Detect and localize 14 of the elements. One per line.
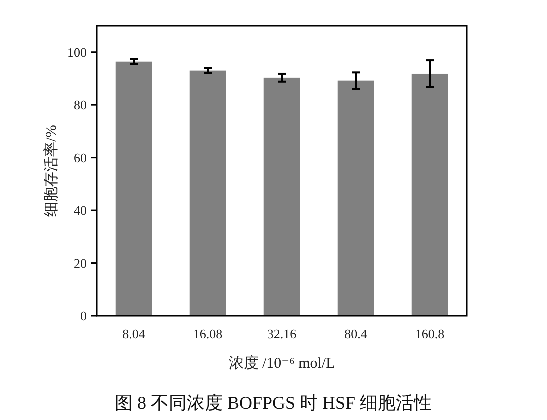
y-tick-label: 20	[74, 256, 87, 271]
x-tick-label: 16.08	[193, 326, 223, 342]
x-tick-label: 32.16	[267, 326, 298, 342]
x-tick-label: 160.8	[415, 326, 445, 342]
x-tick-label: 80.4	[344, 326, 368, 342]
y-tick-label: 0	[80, 308, 87, 324]
y-tick-label: 60	[74, 150, 87, 166]
x-axis-title: 浓度 /10⁻⁶ mol/L	[228, 355, 336, 372]
x-tick-label: 8.04	[122, 326, 146, 342]
y-tick-label: 40	[74, 203, 87, 218]
y-axis-title: 细胞存活率/%	[43, 125, 60, 217]
y-tick-label: 100	[68, 44, 87, 60]
title: 图 8 不同浓度 BOFPGS 时 HSF 细胞活性	[114, 393, 432, 413]
y-tick-label: 80	[74, 98, 87, 113]
